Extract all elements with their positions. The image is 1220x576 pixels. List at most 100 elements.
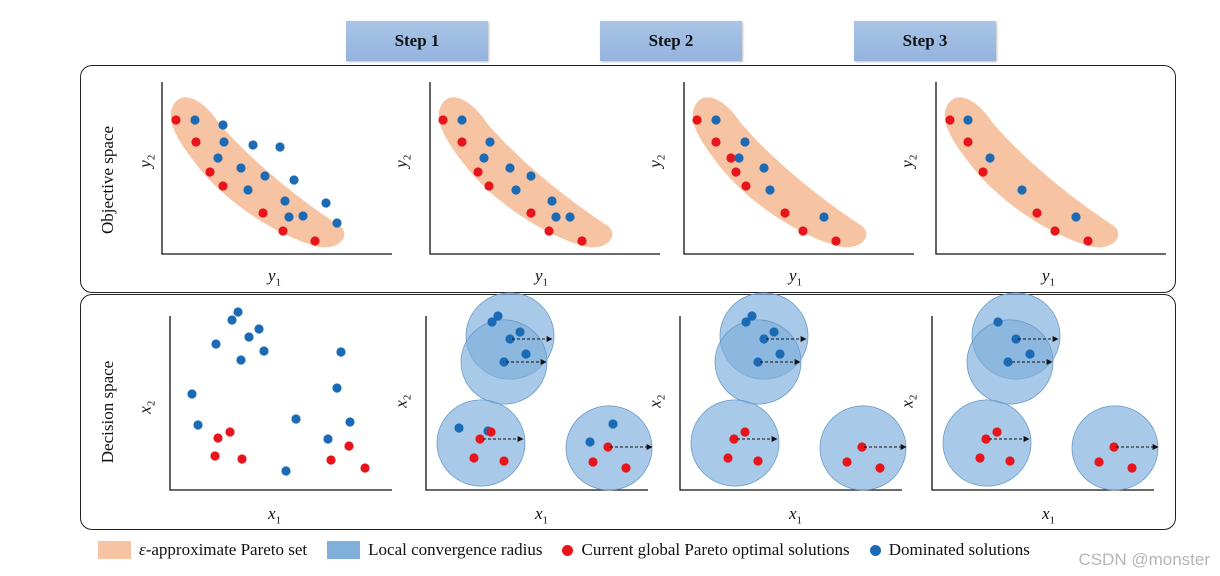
dec4-axes [931,316,1154,491]
dec4-optimal-right-3 [1127,463,1137,473]
obj1-optimal-point-2 [191,137,201,147]
obj2-optimal-point-5 [526,208,536,218]
legend-pareto-set: ε -approximate Pareto set [98,540,307,560]
obj3-dominated-point-6 [819,212,829,222]
dec1-axes [169,316,392,491]
obj2-optimal-point-1 [438,115,448,125]
step-3-tab: Step 3 [854,21,996,61]
dec4-optimal-left-4 [1005,456,1015,466]
objective-space-panel [80,65,1176,293]
obj1-dominated-point-1 [190,115,200,125]
obj1-dominated-point-14 [321,198,331,208]
obj1-x-label: y1 [268,266,282,289]
dec1-dominated-point-15 [281,466,291,476]
dec2-dominated-right-1 [608,419,618,429]
obj2-dominated-point-5 [511,185,521,195]
obj3-optimal-point-8 [831,236,841,246]
dec1-optimal-point-5 [326,455,336,465]
obj3-axes [683,82,914,255]
dec1-x-label: x1 [268,504,282,527]
obj1-dominated-point-7 [260,171,270,181]
obj4-y-label: y2 [897,154,920,168]
obj1-optimal-point-7 [310,236,320,246]
obj1-optimal-point-6 [278,226,288,236]
dec2-optimal-right-1 [603,442,613,452]
dec1-dominated-point-2 [227,315,237,325]
obj1-dominated-point-12 [284,212,294,222]
obj2-dominated-point-2 [485,137,495,147]
obj1-optimal-point-3 [205,167,215,177]
obj4-optimal-point-5 [1050,226,1060,236]
obj2-dominated-point-4 [505,163,515,173]
dec2-dominated-top-2 [493,311,503,321]
obj1-dominated-point-9 [275,142,285,152]
legend-optimal-label: Current global Pareto optimal solutions [581,540,850,559]
obj1-dominated-point-3 [219,137,229,147]
dec3-dominated-top-5 [775,349,785,359]
dec3-dominated-top-6 [753,357,763,367]
legend-pareto-prefix: ε [139,540,146,559]
obj4-optimal-point-6 [1083,236,1093,246]
obj4-optimal-point-2 [963,137,973,147]
dec1-dominated-point-7 [236,355,246,365]
obj2-dominated-point-6 [526,171,536,181]
dec2-dominated-top-3 [515,327,525,337]
dec4-optimal-left-1 [981,434,991,444]
dec1-optimal-point-4 [225,427,235,437]
dec4-dominated-top-4 [1003,357,1013,367]
obj3-x-label: y1 [789,266,803,289]
dec3-optimal-left-4 [753,456,763,466]
dec2-optimal-right-2 [588,457,598,467]
dec1-dominated-point-4 [244,332,254,342]
legend-radius-label: Local convergence radius [368,540,543,559]
dec2-optimal-left-2 [486,427,496,437]
obj1-dominated-point-13 [298,211,308,221]
obj1-dominated-point-5 [236,163,246,173]
dec3-dominated-top-3 [769,327,779,337]
watermark: CSDN @monster [1078,550,1210,569]
obj2-optimal-point-6 [544,226,554,236]
obj1-optimal-point-5 [258,208,268,218]
decision-space-panel [80,294,1176,530]
obj1-dominated-point-4 [213,153,223,163]
obj4-x-label: y1 [1042,266,1056,289]
obj2-optimal-point-4 [484,181,494,191]
dec1-optimal-point-1 [210,451,220,461]
obj3-optimal-point-5 [741,181,751,191]
dec3-y-label: x2 [645,394,668,408]
dec4-dominated-top-1 [993,317,1003,327]
obj2-dominated-point-3 [479,153,489,163]
legend-dominated-label: Dominated solutions [888,540,1030,559]
pareto-set-swatch [98,541,131,559]
dec2-dominated-top-5 [521,349,531,359]
legend-optimal: Current global Pareto optimal solutions [562,540,850,560]
dec4-dominated-top-2 [1011,334,1021,344]
dec2-optimal-left-3 [469,453,479,463]
obj4-axes [935,82,1166,255]
obj4-optimal-point-1 [945,115,955,125]
obj4-dominated-point-3 [1017,185,1027,195]
obj3-optimal-point-2 [711,137,721,147]
dec2-x-label: x1 [535,504,549,527]
obj1-dominated-point-6 [248,140,258,150]
dec4-optimal-left-2 [992,427,1002,437]
dec3-optimal-right-3 [875,463,885,473]
obj2-pareto-band [438,97,613,248]
radius-swatch [327,541,361,559]
dec1-dominated-point-1 [233,307,243,317]
dec3-optimal-left-3 [723,453,733,463]
dec2-dominated-top-1 [487,317,497,327]
dec3-dominated-top-2 [747,311,757,321]
obj1-pareto-band [170,97,345,248]
dec3-axes [679,316,902,491]
legend-pareto-label: -approximate Pareto set [145,540,308,559]
legend: ε -approximate Pareto set Local convergen… [98,536,1050,564]
obj2-optimal-point-3 [473,167,483,177]
obj4-optimal-point-4 [1032,208,1042,218]
dec4-optimal-right-2 [1094,457,1104,467]
obj2-dominated-point-9 [565,212,575,222]
dec1-optimal-point-3 [213,433,223,443]
dominated-swatch [869,544,881,556]
obj3-optimal-point-7 [798,226,808,236]
optimal-swatch [562,544,574,556]
